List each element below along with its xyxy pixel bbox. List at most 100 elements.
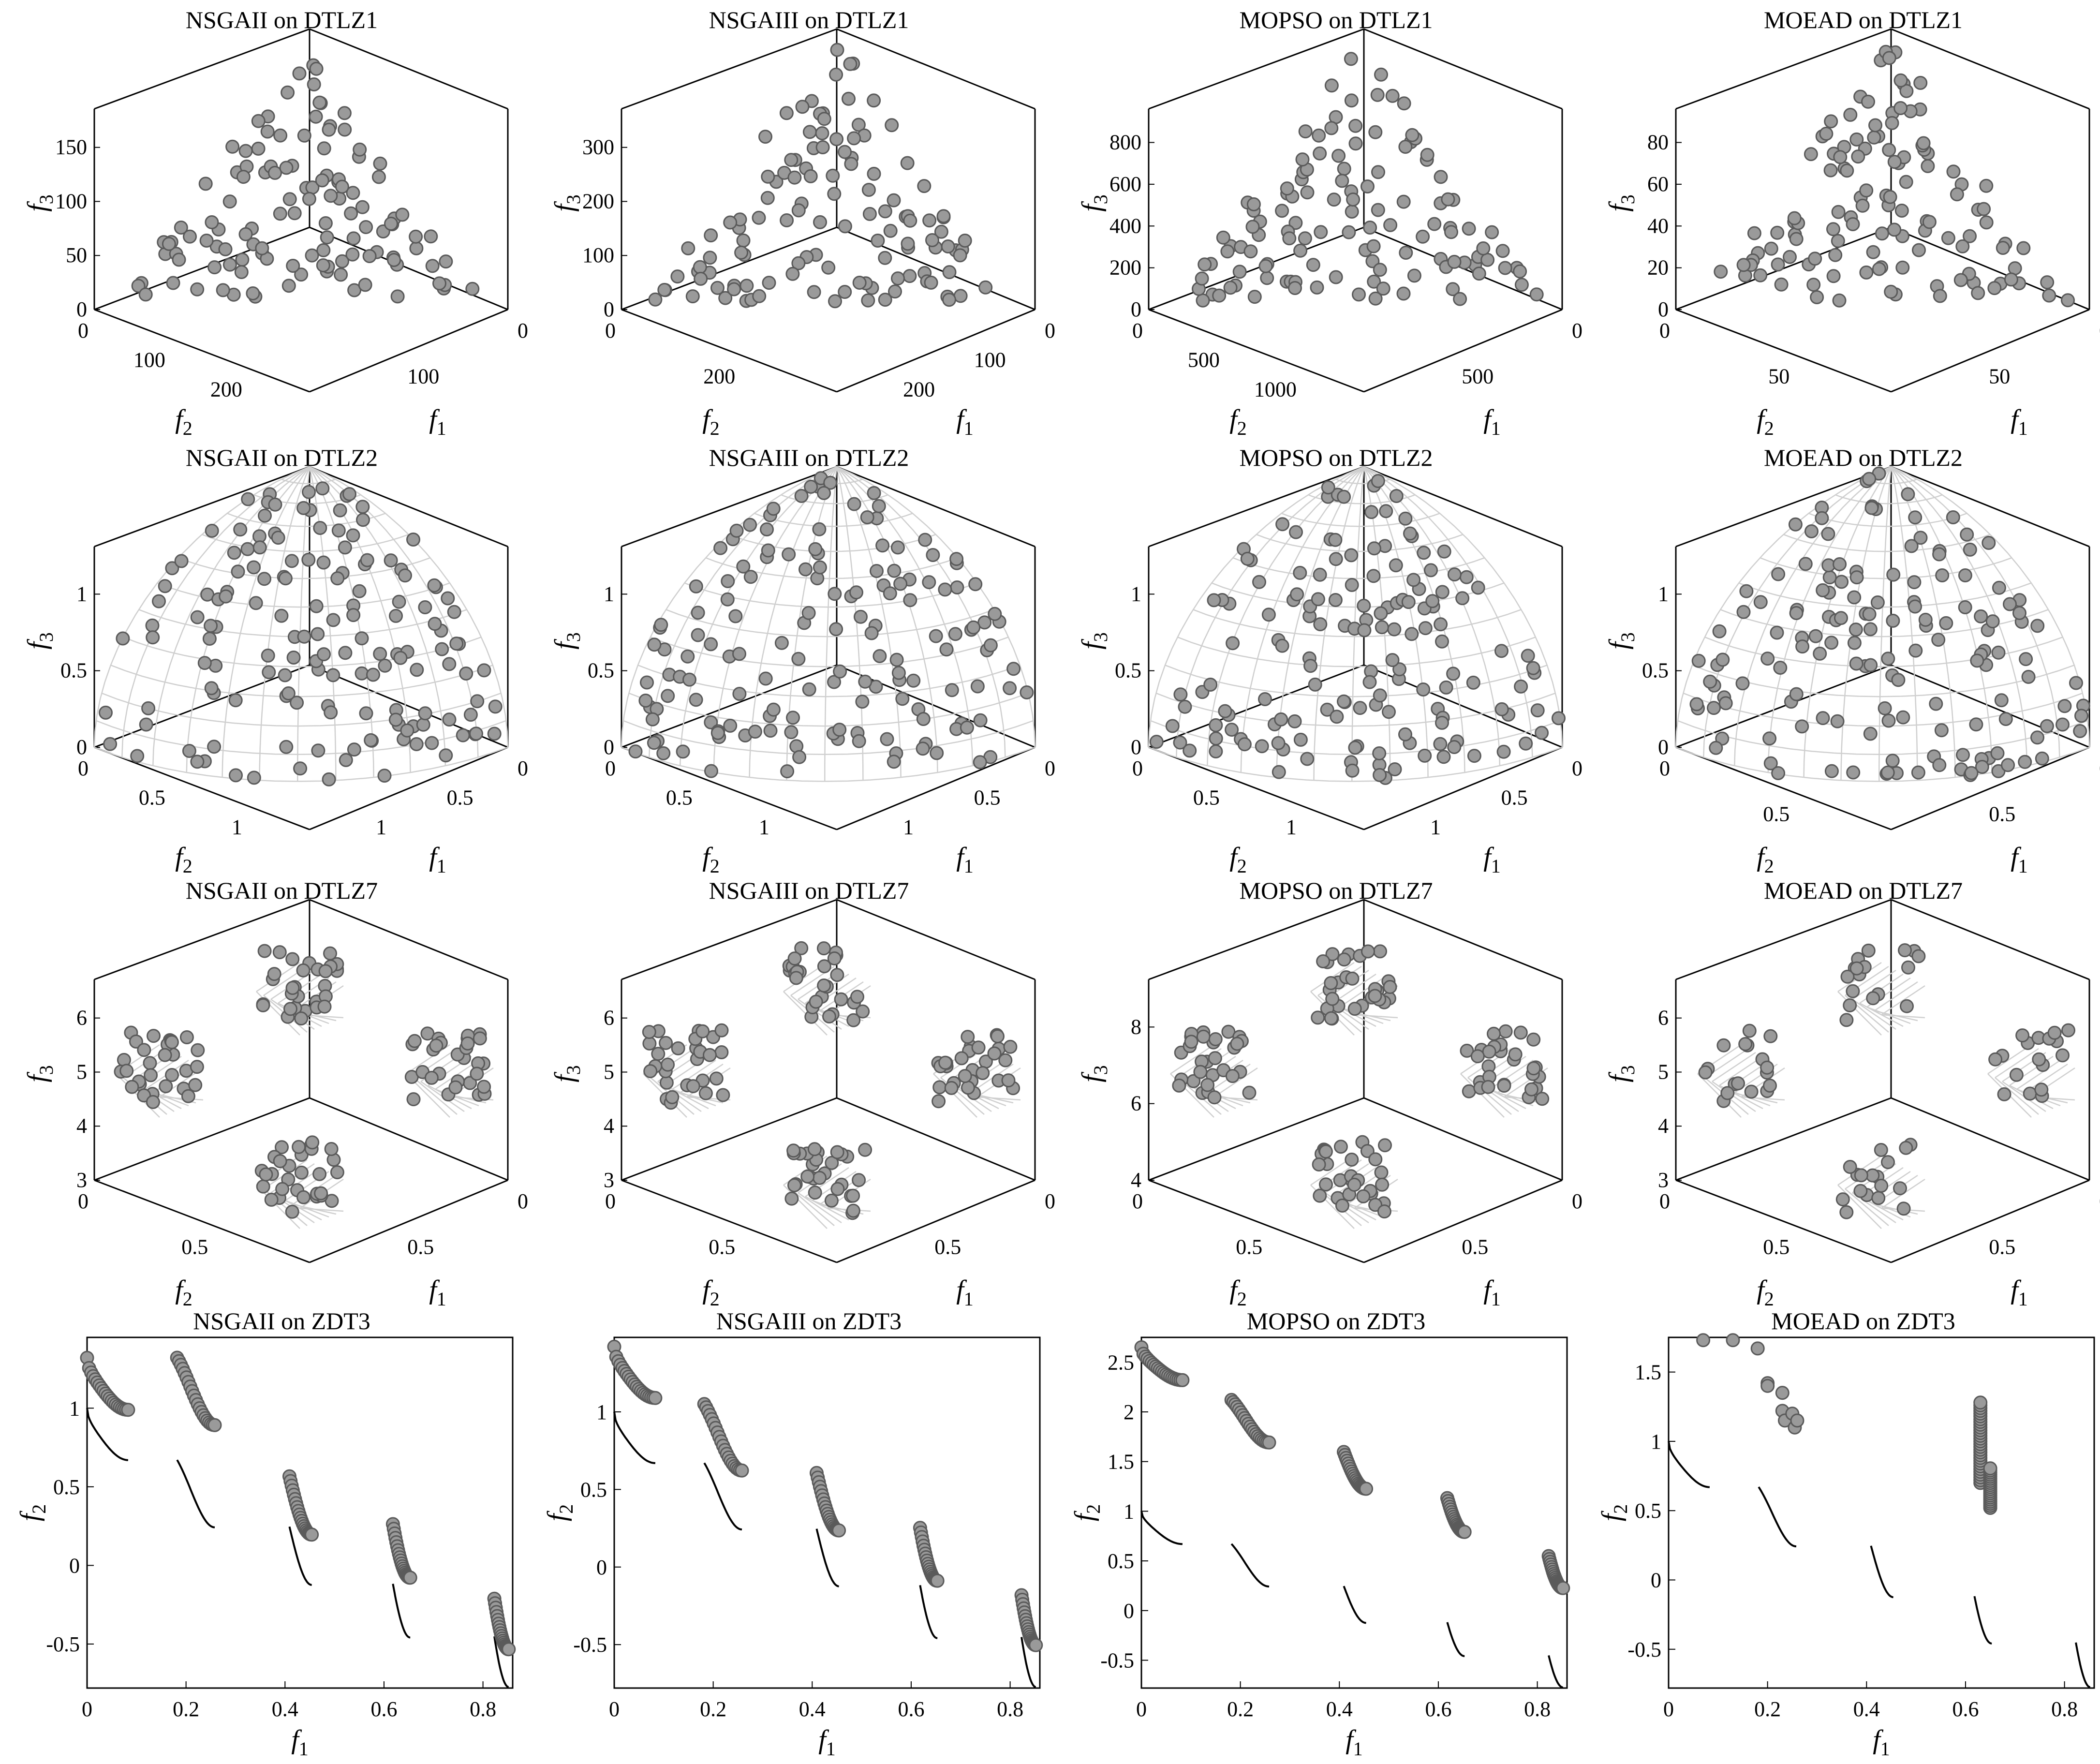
data-point: [293, 761, 308, 776]
data-point: [1342, 225, 1356, 239]
data-point: [204, 619, 218, 633]
data-point: [207, 1418, 222, 1432]
data-point: [832, 1523, 846, 1538]
data-point: [1392, 662, 1407, 677]
z-tick-label: 0.5: [1115, 659, 1141, 682]
f2-tick-label: 0.5: [181, 1235, 208, 1259]
front-grid-line: [309, 466, 509, 748]
data-point: [651, 1047, 665, 1061]
front-segment: [1758, 1486, 1797, 1548]
data-point: [978, 280, 993, 295]
z-tick-label: 40: [1647, 214, 1669, 237]
data-point: [1774, 277, 1789, 292]
data-point: [686, 1079, 700, 1094]
data-point: [388, 712, 403, 727]
f1-tick-label: 0.5: [1462, 1235, 1488, 1259]
data-point: [459, 667, 473, 681]
data-point: [119, 1064, 134, 1078]
data-point: [1372, 746, 1387, 760]
front-grid-line: [1891, 466, 1993, 773]
data-point: [249, 596, 263, 610]
data-point: [256, 998, 270, 1012]
data-point: [331, 523, 346, 538]
front-grid-line: [1734, 466, 1892, 766]
data-point: [861, 183, 876, 197]
data-point: [1389, 489, 1404, 503]
front-grid-line: [836, 466, 938, 773]
patch-grid-line: [1332, 973, 1376, 1004]
data-point: [779, 106, 794, 120]
data-point: [251, 114, 266, 128]
data-point: [1988, 1052, 2003, 1067]
data-point: [409, 229, 423, 244]
data-point: [851, 118, 866, 132]
data-point: [709, 1071, 724, 1086]
data-point: [2001, 758, 2015, 772]
patch-grid-line: [413, 1077, 458, 1115]
data-point: [130, 749, 145, 763]
data-point: [1998, 712, 2013, 726]
data-point: [1208, 1032, 1223, 1046]
data-point: [960, 720, 974, 735]
data-point: [1849, 132, 1864, 147]
data-point: [116, 631, 130, 646]
data-point: [1886, 567, 1901, 582]
data-point: [1983, 1461, 1997, 1476]
data-point: [1246, 197, 1261, 211]
data-point: [1862, 607, 1877, 622]
data-point: [257, 944, 272, 958]
data-point: [1872, 262, 1886, 276]
data-point: [335, 254, 349, 268]
data-point: [1434, 617, 1448, 632]
data-point: [1441, 192, 1455, 207]
chart-panel-nsgaiii-dtlz7: NSGAIII on DTLZ7 3 4 5 6 f3 0 0.5 f2 0 0.5 f1: [527, 871, 1055, 1310]
data-point: [1344, 93, 1359, 108]
f2-tick-label: 0: [78, 319, 89, 342]
patch-grid-line: [1845, 1188, 1889, 1226]
data-point: [1417, 546, 1431, 560]
data-point: [191, 1043, 205, 1057]
data-point: [384, 217, 398, 231]
chart-panel-nsgaiii-dtlz1: NSGAIII on DTLZ1 0 100 200 300 f3 0 200 f2 0 100 20…: [527, 0, 1055, 439]
data-point: [1744, 1084, 1759, 1099]
data-point: [1736, 258, 1751, 272]
data-point: [371, 170, 386, 184]
f2-tick-label: 0: [605, 1189, 616, 1213]
data-point: [704, 764, 718, 778]
data-point: [1946, 510, 1960, 524]
data-point: [330, 571, 345, 586]
y-tick-label: 2: [1124, 1400, 1134, 1424]
patch-grid-line: [790, 1188, 835, 1226]
data-point: [256, 1179, 270, 1194]
data-point: [887, 193, 901, 208]
data-point: [335, 179, 349, 194]
z-tick-label: 3: [1658, 1168, 1669, 1192]
data-point: [418, 600, 432, 614]
data-point: [1345, 1153, 1359, 1167]
data-point: [1874, 1179, 1889, 1193]
data-point: [716, 1088, 730, 1102]
data-points: [648, 43, 993, 309]
data-point: [393, 651, 408, 665]
z-tick-label: 0: [1131, 297, 1141, 321]
data-point: [1377, 1204, 1391, 1219]
data-point: [1887, 222, 1902, 237]
data-point: [309, 61, 324, 76]
data-point: [832, 723, 847, 737]
data-point: [316, 258, 330, 272]
data-point: [275, 1182, 290, 1196]
f1-tick-label: 0.5: [447, 786, 473, 810]
data-point: [878, 251, 892, 265]
z-tick-label: 4: [604, 1114, 614, 1138]
chart-panel-mopso-dtlz7: MOPSO on DTLZ7 4 6 8 f3 0 0.5 f2 0 0.5 f1: [1054, 871, 1582, 1310]
chart-title: NSGAII on ZDT3: [193, 1307, 370, 1334]
data-point: [285, 1204, 299, 1219]
front-segment: [1870, 1545, 1893, 1599]
data-point: [1899, 84, 1914, 98]
data-point: [166, 276, 180, 290]
data-point: [1824, 636, 1839, 650]
data-point: [736, 233, 751, 248]
front-grid-line: [1891, 466, 2090, 748]
data-point: [1389, 558, 1403, 573]
patch-grid-line: [1874, 981, 1918, 1012]
